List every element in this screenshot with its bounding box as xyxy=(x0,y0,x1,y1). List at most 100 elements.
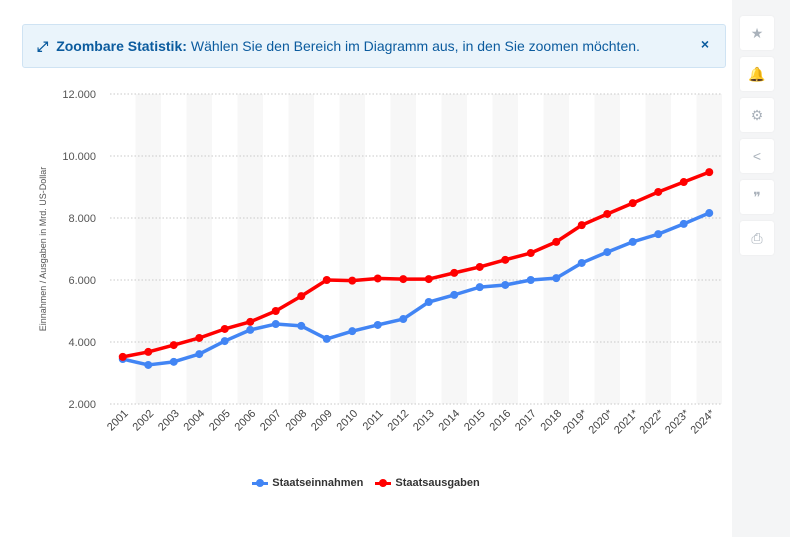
print-icon[interactable]: ⎙ xyxy=(740,221,774,255)
data-point xyxy=(246,325,255,334)
data-point xyxy=(348,327,357,336)
data-point xyxy=(169,357,178,366)
x-tick-label: 2006 xyxy=(233,408,259,434)
star-icon[interactable]: ★ xyxy=(740,16,774,50)
data-point xyxy=(705,209,714,218)
x-tick-label: 2011 xyxy=(361,408,386,433)
y-tick-label: 8.000 xyxy=(68,213,96,225)
data-point xyxy=(450,268,459,277)
data-point xyxy=(195,333,204,342)
data-point xyxy=(501,280,510,289)
y-tick-label: 12.000 xyxy=(62,89,96,101)
data-point xyxy=(526,249,535,258)
x-tick-label: 2007 xyxy=(258,408,284,434)
x-tick-label: 2023* xyxy=(663,407,692,436)
legend-item[interactable]: Staatsausgaben xyxy=(375,477,480,489)
data-point xyxy=(679,178,688,187)
data-point xyxy=(297,292,306,301)
share-icon[interactable]: < xyxy=(740,139,774,173)
data-point xyxy=(424,298,433,307)
data-point xyxy=(628,199,637,208)
data-point xyxy=(679,219,688,228)
legend-swatch xyxy=(375,478,392,487)
data-point xyxy=(501,255,510,264)
legend-swatch xyxy=(252,478,269,487)
close-icon[interactable]: × xyxy=(700,36,709,52)
series-line-staatseinnahmen xyxy=(122,211,710,367)
data-point xyxy=(450,290,459,299)
legend-item[interactable]: Staatseinnahmen xyxy=(252,477,363,489)
chart-card: ⤢ Zoombare Statistik: Wählen Sie den Ber… xyxy=(0,0,732,537)
column-band xyxy=(135,94,161,404)
column-band xyxy=(237,94,263,404)
column-band xyxy=(339,94,365,404)
data-point xyxy=(475,262,484,271)
data-point xyxy=(654,187,663,196)
column-band xyxy=(288,94,314,404)
data-point xyxy=(297,321,306,330)
x-tick-label: 2001 xyxy=(105,408,131,434)
y-axis-label: Einnahmen / Ausgaben in Mrd. US-Dollar xyxy=(38,167,48,332)
data-point xyxy=(373,274,382,283)
column-band xyxy=(645,94,671,404)
data-point xyxy=(526,276,535,284)
data-point xyxy=(603,248,612,257)
x-tick-label: 2021* xyxy=(612,407,641,436)
data-point xyxy=(271,320,280,329)
expand-icon: ⤢ xyxy=(37,37,49,54)
legend-label: Staatsausgaben xyxy=(395,477,480,489)
x-tick-label: 2012 xyxy=(386,408,412,434)
x-tick-label: 2019* xyxy=(561,407,590,436)
x-tick-label: 2009 xyxy=(309,408,335,434)
data-point xyxy=(552,274,561,283)
line-chart[interactable]: 2.000 4.000 6.000 8.000 10.000 12.000 Einnahme… xyxy=(0,0,732,470)
data-point xyxy=(195,350,204,359)
series-line-staatsausgaben xyxy=(122,170,710,359)
data-point xyxy=(322,334,331,343)
y-tick-label: 6.000 xyxy=(68,275,96,287)
data-point xyxy=(118,352,127,361)
column-band xyxy=(390,94,416,404)
x-tick-label: 2020* xyxy=(587,407,616,436)
data-point xyxy=(399,275,408,284)
x-tick-label: 2014 xyxy=(437,408,463,434)
data-point xyxy=(628,237,637,246)
y-tick-label: 2.000 xyxy=(68,399,96,411)
quote-icon[interactable]: ❞ xyxy=(740,180,774,214)
gear-icon[interactable]: ⚙ xyxy=(740,98,774,132)
data-point xyxy=(246,317,255,326)
x-tick-label: 2010 xyxy=(335,408,361,434)
data-point xyxy=(322,276,331,284)
x-tick-label: 2003 xyxy=(156,408,182,434)
x-tick-label: 2005 xyxy=(207,408,233,434)
data-point xyxy=(577,258,586,267)
zoom-info-banner: ⤢ Zoombare Statistik: Wählen Sie den Ber… xyxy=(22,24,726,68)
data-point xyxy=(373,320,382,329)
y-tick-label: 10.000 xyxy=(62,151,96,163)
data-point xyxy=(705,168,714,177)
data-point xyxy=(603,209,612,218)
x-tick-label: 2018 xyxy=(539,408,565,434)
data-point xyxy=(220,324,229,333)
x-tick-label: 2022* xyxy=(638,407,667,436)
x-tick-label: 2015 xyxy=(462,408,488,434)
column-band xyxy=(492,94,518,404)
data-point xyxy=(424,275,433,284)
x-tick-label: 2002 xyxy=(131,408,157,434)
legend: Staatseinnahmen Staatsausgaben xyxy=(0,477,732,489)
data-point xyxy=(271,307,280,315)
column-band xyxy=(441,94,467,404)
bell-icon[interactable]: 🔔 xyxy=(740,57,774,91)
data-point xyxy=(475,283,484,292)
data-point xyxy=(552,237,561,246)
data-point xyxy=(399,315,408,324)
data-point xyxy=(144,360,153,369)
data-point xyxy=(654,230,663,239)
x-tick-label: 2008 xyxy=(284,408,310,434)
data-point xyxy=(577,221,586,230)
column-band xyxy=(696,94,722,404)
column-band xyxy=(543,94,569,404)
x-tick-label: 2024* xyxy=(689,407,718,436)
x-tick-label: 2016 xyxy=(488,408,514,434)
data-point xyxy=(144,347,153,356)
